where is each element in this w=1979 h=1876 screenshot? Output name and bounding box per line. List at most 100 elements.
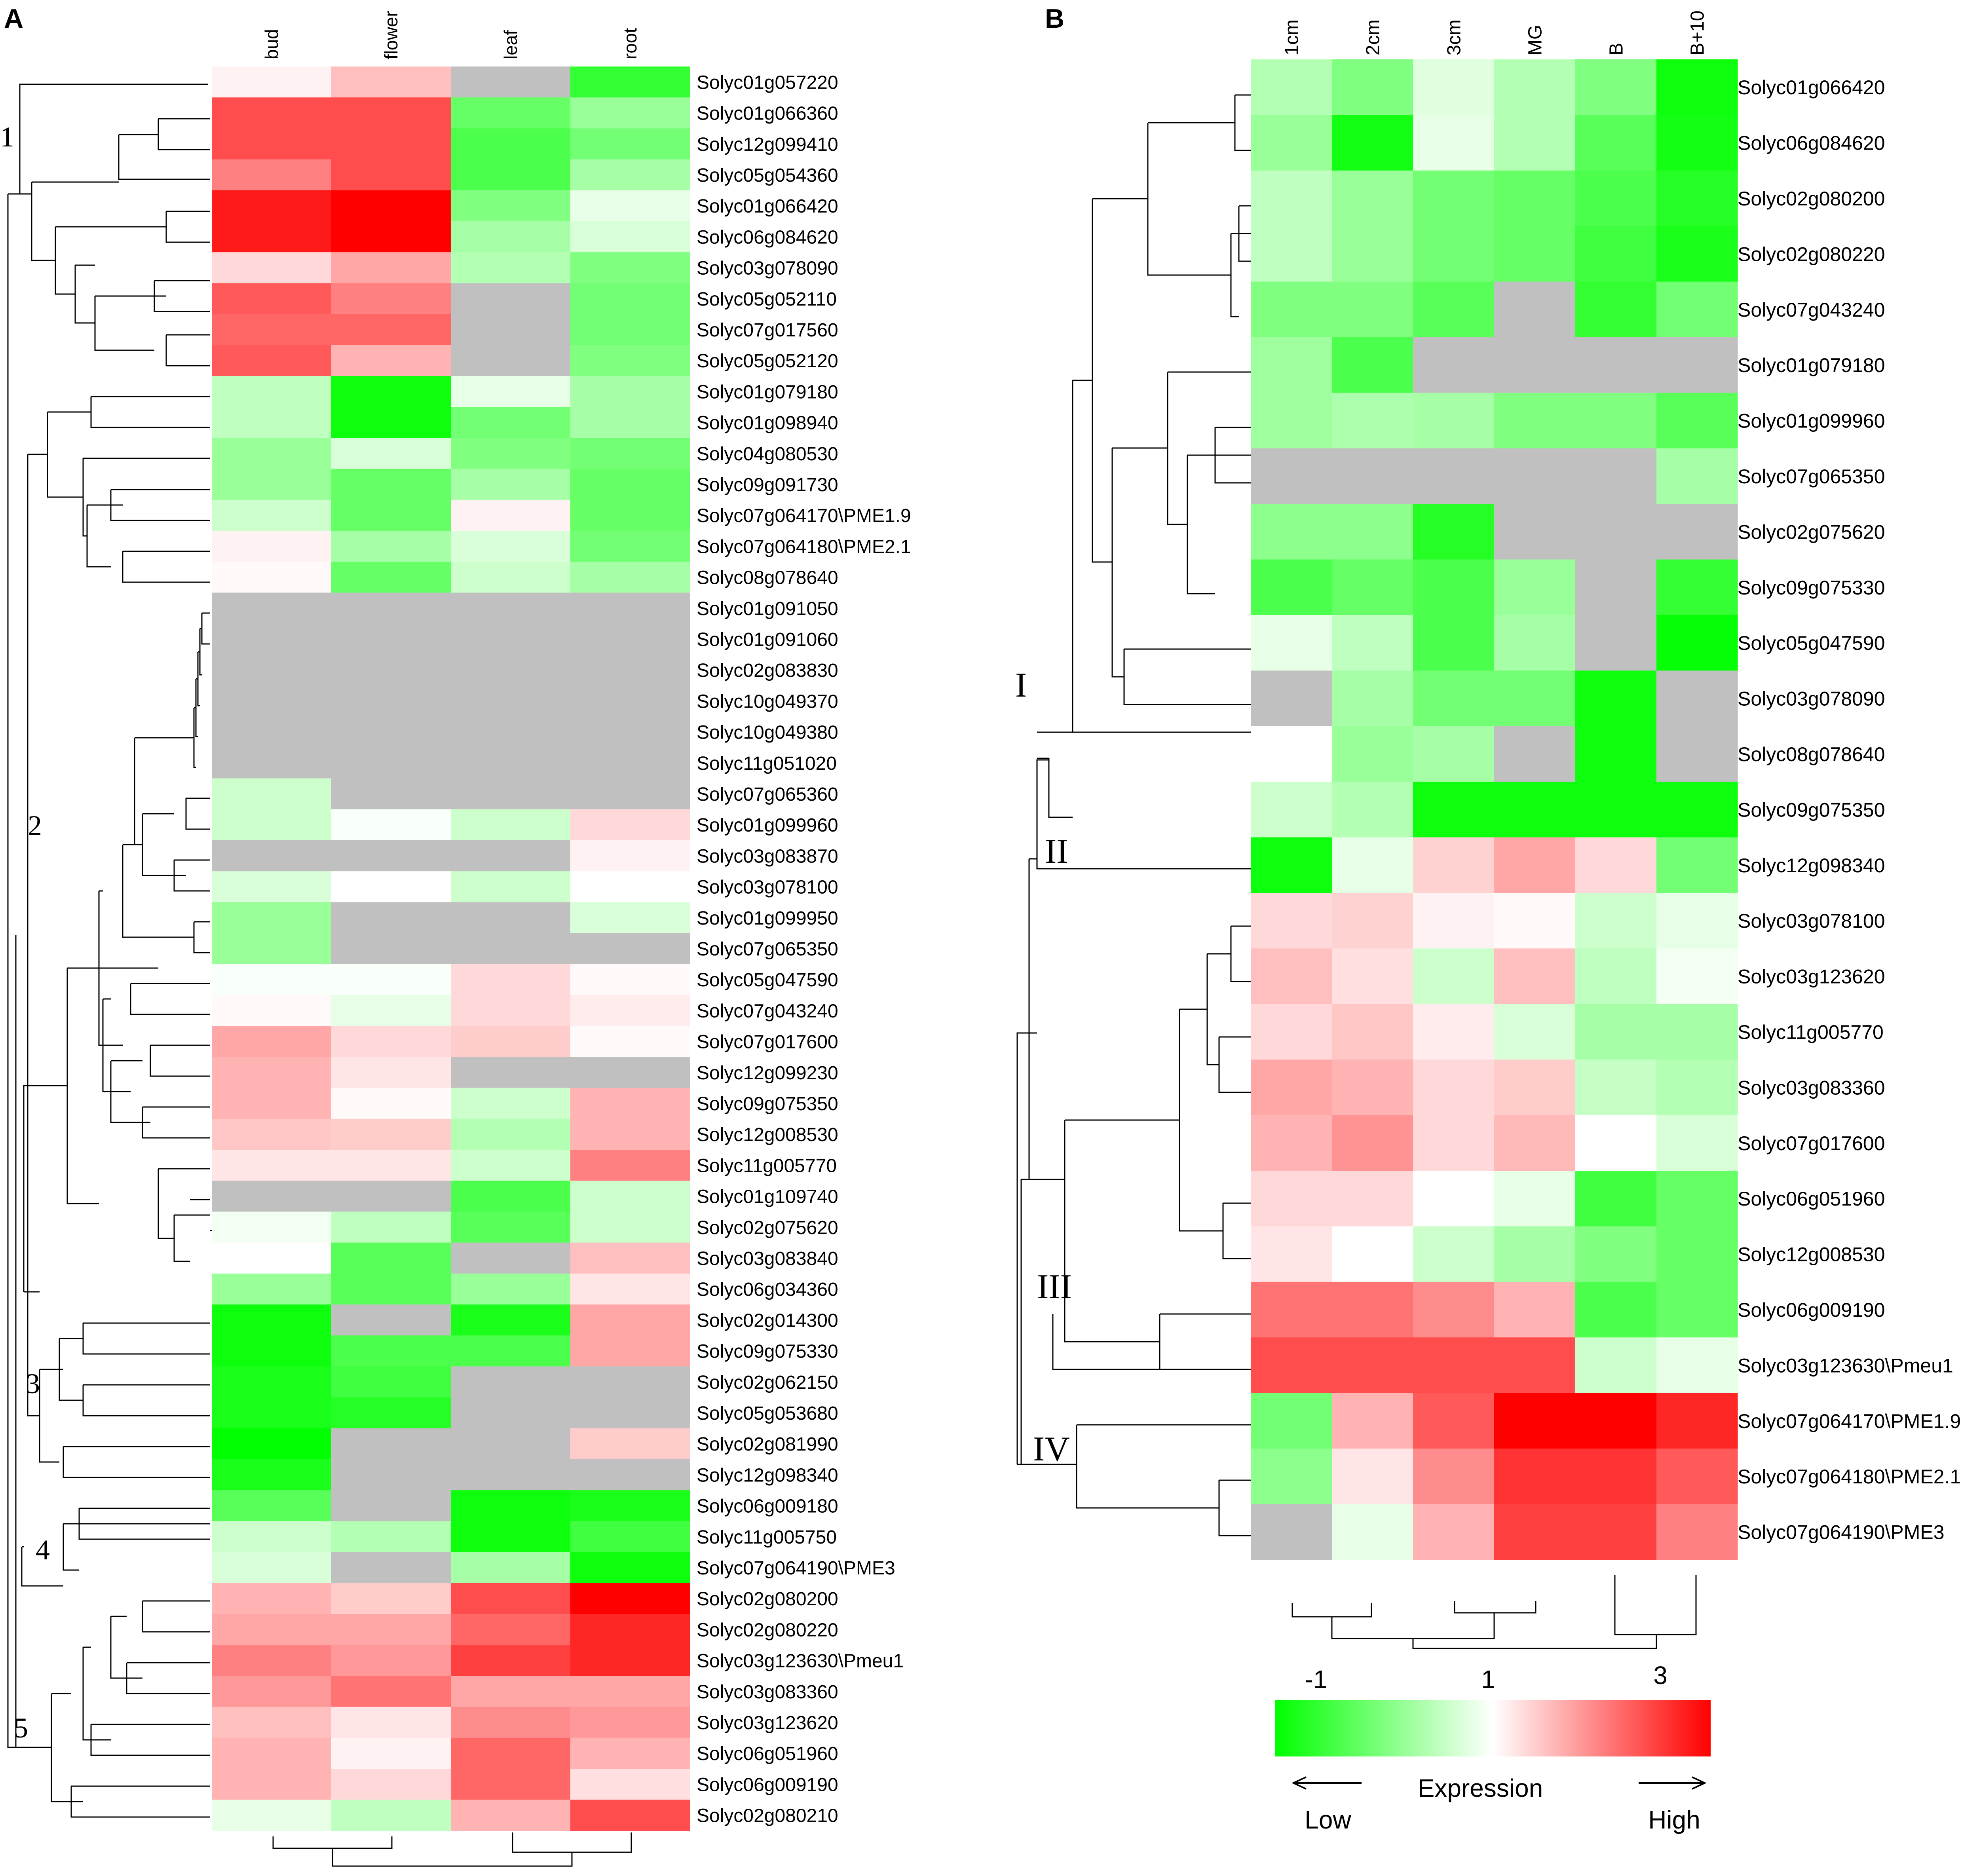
gene-label-a-8: Solyc07g017560 [697, 320, 838, 341]
cell-a-r53-c2 [451, 1707, 571, 1738]
cell-b-r0-c4 [1575, 59, 1657, 115]
cell-a-r1-c3 [570, 97, 690, 129]
cell-a-r40-c3 [570, 1304, 690, 1336]
cell-b-r6-c1 [1332, 393, 1413, 449]
cell-a-r54-c3 [570, 1737, 690, 1769]
cell-b-r3-c0 [1251, 226, 1332, 282]
cell-b-r1-c5 [1656, 115, 1738, 171]
cell-a-r27-c0 [212, 902, 332, 934]
cell-b-r9-c2 [1413, 559, 1495, 615]
cell-a-r34-c2 [451, 1118, 571, 1150]
column-label-a-0: bud [261, 29, 282, 59]
cell-a-r29-c0 [212, 964, 332, 995]
cluster-label-I: I [1015, 666, 1027, 704]
column-label-b-4: B [1606, 43, 1627, 55]
cell-b-r10-c2 [1413, 615, 1495, 671]
gene-label-b-24: Solyc07g064170\PME1.9 [1738, 1410, 1961, 1432]
cell-b-r23-c0 [1251, 1337, 1332, 1394]
cell-a-r25-c2 [451, 840, 571, 872]
cell-a-r20-c3 [570, 685, 690, 717]
cluster-label-4: 4 [36, 1534, 50, 1566]
panel-a-dendrogram-columns [272, 1832, 632, 1867]
cell-a-r48-c0 [212, 1552, 332, 1584]
cell-b-r25-c4 [1575, 1449, 1657, 1504]
cell-a-r46-c1 [331, 1490, 451, 1521]
cell-b-r6-c0 [1251, 393, 1332, 449]
cell-a-r33-c2 [451, 1088, 571, 1119]
cell-b-r25-c1 [1332, 1449, 1413, 1504]
gene-label-a-38: Solyc03g083840 [697, 1248, 838, 1269]
cell-b-r6-c4 [1575, 393, 1657, 449]
gene-label-b-19: Solyc07g017600 [1738, 1132, 1885, 1154]
cell-b-r2-c2 [1413, 170, 1495, 226]
cell-a-r1-c2 [451, 97, 571, 129]
gene-label-b-22: Solyc06g009190 [1738, 1299, 1885, 1321]
gene-label-a-30: Solyc07g043240 [697, 1001, 838, 1022]
gene-label-a-23: Solyc07g065360 [697, 784, 838, 805]
cell-b-r20-c3 [1494, 1171, 1576, 1227]
cell-a-r50-c0 [212, 1614, 332, 1645]
cell-b-r16-c4 [1575, 948, 1657, 1004]
cell-a-r37-c1 [331, 1211, 451, 1243]
cell-a-r43-c1 [331, 1397, 451, 1429]
cell-a-r47-c3 [570, 1521, 690, 1553]
cell-b-r7-c3 [1494, 448, 1576, 504]
cell-b-r7-c1 [1332, 448, 1413, 504]
gene-label-a-17: Solyc01g091050 [697, 598, 838, 619]
cell-a-r49-c2 [451, 1583, 571, 1614]
panel-a-heatmap [212, 66, 690, 1831]
cell-a-r12-c0 [212, 438, 332, 469]
cell-b-r21-c3 [1494, 1226, 1576, 1282]
cell-b-r21-c1 [1332, 1226, 1413, 1282]
gene-label-a-18: Solyc01g091060 [697, 629, 838, 650]
cell-a-r9-c2 [451, 345, 571, 376]
cell-b-r16-c1 [1332, 948, 1413, 1004]
cell-b-r26-c4 [1575, 1504, 1657, 1560]
gene-label-a-51: Solyc03g123630\Pmeu1 [697, 1651, 904, 1672]
gene-label-b-7: Solyc07g065350 [1738, 465, 1885, 488]
cell-b-r19-c2 [1413, 1115, 1495, 1171]
cell-a-r28-c2 [451, 933, 571, 965]
legend-tick-min: -1 [1305, 1665, 1328, 1694]
cell-a-r26-c3 [570, 871, 690, 902]
cell-a-r39-c2 [451, 1273, 571, 1305]
cell-a-r7-c2 [451, 283, 571, 315]
cell-a-r41-c0 [212, 1335, 332, 1367]
cell-a-r42-c2 [451, 1366, 571, 1398]
cell-b-r8-c3 [1494, 504, 1576, 560]
cell-a-r31-c0 [212, 1026, 332, 1057]
cell-a-r2-c2 [451, 128, 571, 160]
cell-a-r23-c0 [212, 778, 332, 810]
gene-label-a-56: Solyc02g080210 [697, 1806, 838, 1827]
gene-label-b-25: Solyc07g064180\PME2.1 [1738, 1466, 1961, 1488]
gene-label-a-35: Solyc11g005770 [697, 1155, 837, 1176]
cell-b-r20-c1 [1332, 1171, 1413, 1227]
cell-b-r16-c0 [1251, 948, 1332, 1004]
cell-b-r24-c4 [1575, 1393, 1657, 1449]
cell-b-r5-c1 [1332, 337, 1413, 393]
cell-a-r51-c2 [451, 1645, 571, 1676]
cell-a-r47-c2 [451, 1521, 571, 1553]
cell-a-r26-c0 [212, 871, 332, 902]
cell-a-r52-c2 [451, 1676, 571, 1707]
cell-b-r17-c1 [1332, 1004, 1413, 1060]
cell-a-r17-c1 [331, 592, 451, 624]
cell-b-r9-c1 [1332, 559, 1413, 615]
cell-a-r29-c2 [451, 964, 571, 995]
cell-b-r14-c4 [1575, 837, 1657, 893]
cell-a-r5-c1 [331, 221, 451, 253]
cell-a-r46-c3 [570, 1490, 690, 1521]
cell-a-r24-c0 [212, 809, 332, 841]
cell-b-r14-c2 [1413, 837, 1495, 893]
cell-b-r13-c1 [1332, 782, 1413, 838]
cell-b-r4-c1 [1332, 281, 1413, 338]
cell-b-r19-c0 [1251, 1115, 1332, 1171]
cell-b-r18-c5 [1656, 1060, 1738, 1116]
cell-b-r15-c2 [1413, 893, 1495, 949]
cell-a-r28-c0 [212, 933, 332, 965]
cell-b-r26-c2 [1413, 1504, 1495, 1560]
cell-a-r47-c0 [212, 1521, 332, 1553]
cluster-label-IV: IV [1033, 1430, 1070, 1468]
cell-a-r12-c3 [570, 438, 690, 469]
cell-a-r20-c0 [212, 685, 332, 717]
